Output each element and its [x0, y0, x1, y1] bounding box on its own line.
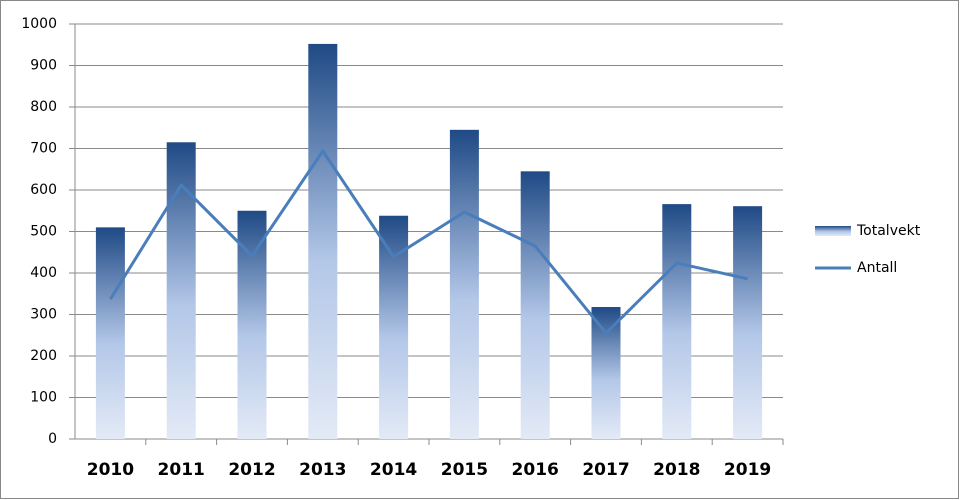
x-tick-label: 2012	[228, 460, 275, 480]
x-tick-label: 2016	[512, 460, 559, 480]
x-tick-label: 2011	[158, 460, 205, 480]
y-tick-label: 200	[30, 348, 57, 364]
bar	[591, 307, 621, 439]
legend-swatch	[815, 226, 851, 236]
x-tick-label: 2015	[441, 460, 488, 480]
y-tick-label: 800	[30, 99, 57, 115]
y-tick-label: 600	[30, 182, 57, 198]
bar	[449, 129, 479, 439]
bar	[166, 142, 196, 439]
y-tick-label: 500	[30, 224, 57, 240]
y-tick-label: 700	[30, 141, 57, 157]
bar	[733, 206, 763, 439]
x-tick-label: 2013	[299, 460, 346, 480]
legend-label: Totalvekt	[856, 223, 921, 239]
x-tick-label: 2014	[370, 460, 417, 480]
bar	[520, 171, 550, 439]
y-tick-label: 0	[48, 431, 57, 447]
y-tick-label: 100	[30, 390, 57, 406]
x-tick-label: 2019	[724, 460, 771, 480]
x-tick-label: 2018	[653, 460, 700, 480]
bar	[662, 204, 692, 439]
y-tick-label: 300	[30, 307, 57, 323]
y-tick-label: 400	[30, 265, 57, 281]
x-tick-label: 2017	[582, 460, 629, 480]
y-tick-label: 900	[30, 58, 57, 74]
bar	[308, 43, 338, 440]
bar	[379, 215, 409, 439]
y-tick-label: 1000	[21, 16, 57, 32]
x-tick-label: 2010	[87, 460, 134, 480]
bar	[95, 227, 125, 439]
legend-label: Antall	[857, 260, 897, 276]
line	[109, 149, 748, 335]
bar	[237, 210, 267, 439]
